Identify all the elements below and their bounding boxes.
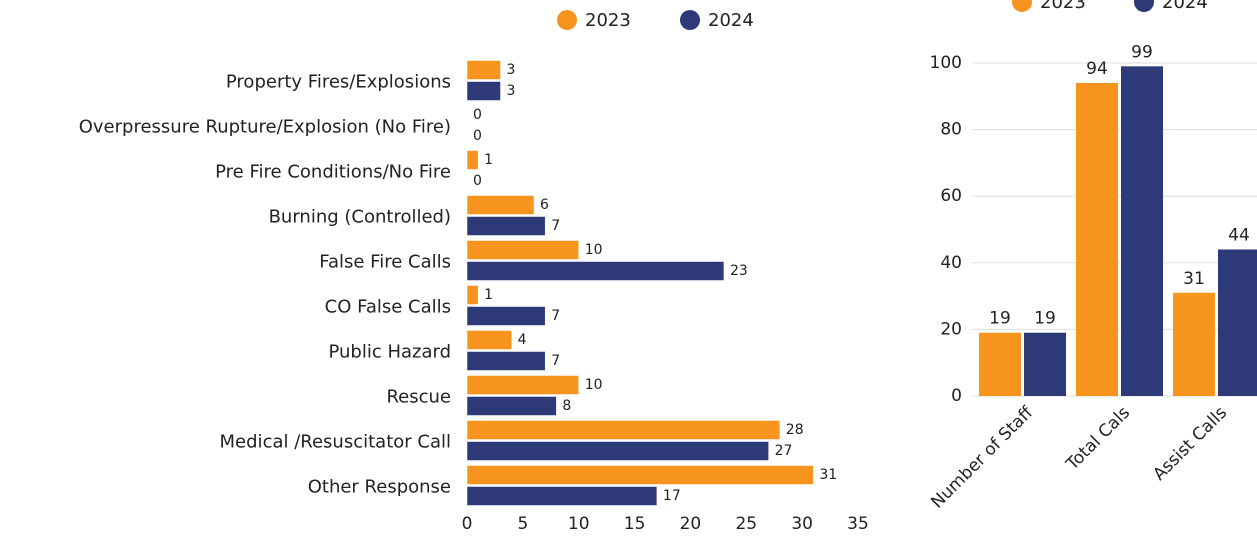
value-label: 8 xyxy=(562,398,571,414)
value-label: 99 xyxy=(1131,42,1153,62)
category-label: Overpressure Rupture/Explosion (No Fire) xyxy=(79,117,451,138)
legend-swatch xyxy=(680,10,700,30)
value-label: 28 xyxy=(786,422,804,438)
value-label: 19 xyxy=(989,309,1011,329)
category-label: Burning (Controlled) xyxy=(269,207,451,228)
bar xyxy=(466,441,769,461)
bar xyxy=(466,285,479,305)
bar xyxy=(466,240,579,260)
value-label: 4 xyxy=(518,332,527,348)
y-tick-label: 100 xyxy=(930,53,962,73)
y-tick-label: 80 xyxy=(940,120,962,140)
value-label: 23 xyxy=(730,263,748,279)
legend-label: 2023 xyxy=(1040,0,1086,13)
value-label: 1 xyxy=(484,287,493,303)
legend-label: 2024 xyxy=(1162,0,1208,13)
y-tick-label: 20 xyxy=(940,319,962,339)
x-tick-label: 15 xyxy=(624,514,646,534)
bar xyxy=(466,420,781,440)
bar xyxy=(1076,82,1118,396)
category-label: Medical /Resuscitator Call xyxy=(220,432,451,453)
value-label: 7 xyxy=(551,353,560,369)
value-label: 19 xyxy=(1034,309,1056,329)
category-label: Property Fires/Explosions xyxy=(226,72,451,93)
bar xyxy=(466,465,814,485)
value-label: 17 xyxy=(663,488,681,504)
bar xyxy=(466,375,579,395)
bar xyxy=(466,351,546,371)
x-tick-label: 10 xyxy=(568,514,590,534)
value-label: 3 xyxy=(507,62,516,78)
legend-label: 2024 xyxy=(708,10,754,31)
value-label: 10 xyxy=(585,242,603,258)
legend-swatch xyxy=(1012,0,1032,12)
bar xyxy=(466,216,546,236)
x-tick-label: 25 xyxy=(735,514,757,534)
bar xyxy=(466,486,658,506)
bar xyxy=(1121,66,1163,396)
x-tick-label: 5 xyxy=(517,514,528,534)
y-tick-label: 60 xyxy=(940,186,962,206)
category-label: Other Response xyxy=(308,477,451,498)
bar xyxy=(466,330,512,350)
value-label: 1 xyxy=(484,152,493,168)
bar xyxy=(466,60,501,80)
bar xyxy=(466,81,501,101)
value-label: 27 xyxy=(775,443,793,459)
legend-swatch xyxy=(1134,0,1154,12)
bar xyxy=(466,195,535,215)
category-label: Pre Fire Conditions/No Fire xyxy=(215,162,451,183)
category-label: Public Hazard xyxy=(328,342,451,363)
bar xyxy=(1218,249,1257,396)
x-tick-label: 35 xyxy=(847,514,869,534)
value-label: 3 xyxy=(507,83,516,99)
x-tick-label: Assist Calls xyxy=(1149,403,1231,485)
bar xyxy=(466,261,725,281)
bar xyxy=(466,396,557,416)
value-label: 10 xyxy=(585,377,603,393)
bar xyxy=(1173,292,1215,396)
x-tick-label: Number of Staff xyxy=(927,402,1038,513)
category-label: CO False Calls xyxy=(325,297,451,318)
y-tick-label: 0 xyxy=(951,386,962,406)
category-label: Rescue xyxy=(386,387,451,408)
x-tick-label: 30 xyxy=(791,514,813,534)
bar xyxy=(1024,332,1066,396)
category-label: False Fire Calls xyxy=(319,252,451,273)
value-label: 0 xyxy=(473,173,482,189)
value-label: 0 xyxy=(473,107,482,123)
value-label: 6 xyxy=(540,197,549,213)
bar xyxy=(979,332,1021,396)
value-label: 31 xyxy=(819,467,837,483)
x-tick-label: 20 xyxy=(680,514,702,534)
x-tick-label: 0 xyxy=(462,514,473,534)
value-label: 0 xyxy=(473,128,482,144)
legend-label: 2023 xyxy=(585,10,631,31)
legend-swatch xyxy=(557,10,577,30)
bar xyxy=(466,306,546,326)
value-label: 7 xyxy=(551,308,560,324)
value-label: 94 xyxy=(1086,59,1108,79)
value-label: 7 xyxy=(551,218,560,234)
value-label: 44 xyxy=(1228,225,1250,245)
value-label: 31 xyxy=(1183,269,1205,289)
x-tick-label: Total Cals xyxy=(1062,403,1134,475)
y-tick-label: 40 xyxy=(940,253,962,273)
bar xyxy=(466,150,479,170)
